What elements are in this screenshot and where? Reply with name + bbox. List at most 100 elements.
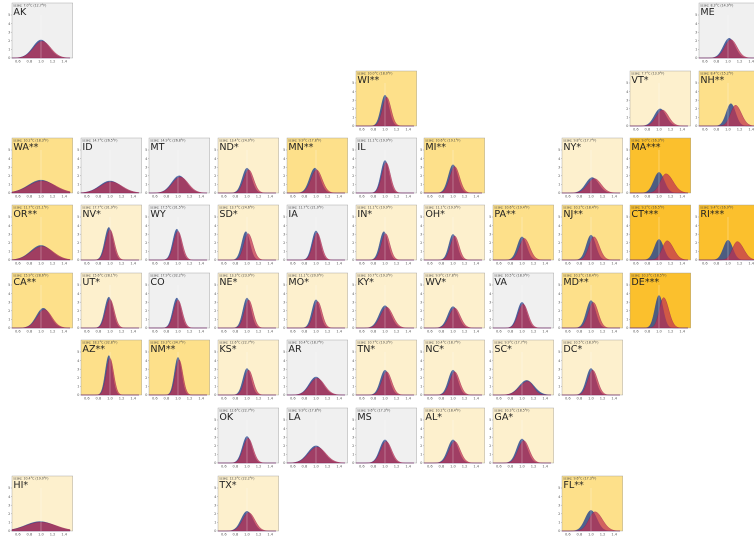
x-tick-label: 1.4 (267, 195, 273, 199)
y-tick-label: 0 (77, 191, 80, 195)
x-tick-label: 1.0 (313, 195, 319, 199)
y-tick-label: 2 (489, 376, 491, 380)
x-tick-label: 0.8 (645, 262, 651, 266)
state-panel-wa: 0 1 2 3 4 5 0.6 0.8 1.0 1.2 1.4 scale: 10.2°C (18.3… (5, 137, 73, 203)
y-tick-label: 5 (283, 283, 285, 287)
state-panel-sc: 0 1 2 3 4 5 0.6 0.8 1.0 1.2 1.4 scale: 9.9°C (17.7°… (486, 339, 554, 405)
y-tick-label: 1 (352, 250, 354, 254)
y-tick-label: 1 (352, 385, 354, 389)
y-tick-label: 0 (8, 56, 11, 60)
y-tick-label: 4 (626, 90, 629, 94)
y-tick-label: 3 (283, 367, 285, 371)
x-tick-label: 0.8 (370, 397, 376, 401)
y-tick-label: 1 (420, 250, 422, 254)
x-tick-label: 0.6 (358, 465, 364, 469)
state-panel-ok: 0 1 2 3 4 5 0.6 0.8 1.0 1.2 1.4 scale: 12.6°C (22.7… (211, 407, 280, 473)
y-tick-label: 1 (77, 318, 79, 322)
state-label: DC* (563, 344, 582, 355)
state-panel-nd: 0 1 2 3 4 5 0.6 0.8 1.0 1.2 1.4 scale: 13.4°C (24.0… (211, 137, 280, 203)
x-tick-label: 0.8 (507, 262, 513, 266)
y-tick-label: 5 (77, 215, 79, 219)
y-tick-label: 0 (352, 461, 355, 465)
y-tick-label: 4 (558, 359, 561, 363)
x-tick-label: 1.2 (325, 262, 331, 266)
y-tick-label: 5 (283, 350, 285, 354)
x-tick-label: 1.0 (38, 195, 44, 199)
x-tick-label: 0.6 (633, 128, 639, 132)
state-chart-nv: 0 1 2 3 4 5 0.6 0.8 1.0 1.2 1.4 scale: 17.7°C (31.9… (77, 204, 142, 266)
y-tick-label: 2 (352, 174, 354, 178)
x-tick-label: 0.8 (576, 262, 582, 266)
y-tick-label: 1 (146, 385, 148, 389)
x-tick-label: 0.8 (714, 262, 720, 266)
x-tick-label: 1.2 (393, 397, 399, 401)
x-tick-label: 1.2 (599, 397, 605, 401)
state-panel-mo: 0 1 2 3 4 5 0.6 0.8 1.0 1.2 1.4 scale: 11.1°C (20.0… (280, 272, 348, 338)
x-tick-label: 0.8 (507, 465, 513, 469)
x-tick-label: 0.8 (645, 195, 651, 199)
state-chart-al: 0 1 2 3 4 5 0.6 0.8 1.0 1.2 1.4 scale: 10.2°C (18.4… (420, 407, 486, 469)
y-tick-label: 3 (626, 98, 628, 102)
state-panel-ca: 0 1 2 3 4 5 0.6 0.8 1.0 1.2 1.4 scale: 15.9°C (28.6… (5, 272, 73, 338)
x-tick-label: 0.6 (565, 330, 571, 334)
state-chart-ne: 0 1 2 3 4 5 0.6 0.8 1.0 1.2 1.4 scale: 13.3°C (23.9… (214, 272, 280, 334)
x-tick-label: 1.0 (450, 397, 456, 401)
x-tick-label: 1.0 (107, 262, 113, 266)
scale-label: scale: 10.3°C (18.5°F) (632, 273, 667, 277)
state-label: UT* (82, 277, 100, 288)
state-panel-ks: 0 1 2 3 4 5 0.6 0.8 1.0 1.2 1.4 scale: 12.6°C (22.7… (211, 339, 280, 405)
state-panel-ma: 0 1 2 3 4 5 0.6 0.8 1.0 1.2 1.4 scale: 9.0°C (16.3°… (623, 137, 692, 203)
x-tick-label: 0.6 (565, 397, 571, 401)
y-tick-label: 4 (214, 292, 217, 296)
x-tick-label: 1.0 (450, 262, 456, 266)
y-tick-label: 4 (352, 157, 355, 161)
state-panel-ia: 0 1 2 3 4 5 0.6 0.8 1.0 1.2 1.4 scale: 11.7°C (21.0… (280, 204, 348, 270)
y-tick-label: 4 (77, 157, 80, 161)
y-tick-label: 2 (146, 241, 148, 245)
x-tick-label: 1.2 (50, 195, 56, 199)
x-tick-label: 1.4 (405, 465, 411, 469)
y-tick-label: 4 (352, 224, 355, 228)
y-tick-label: 1 (352, 116, 354, 120)
x-tick-label: 1.4 (199, 397, 205, 401)
density-second (630, 173, 689, 194)
state-chart-oh: 0 1 2 3 4 5 0.6 0.8 1.0 1.2 1.4 scale: 11.1°C (19.9… (420, 204, 486, 266)
y-tick-label: 2 (8, 512, 10, 516)
scale-label: scale: 10.2°C (18.4°F) (425, 408, 460, 412)
y-tick-label: 2 (420, 309, 422, 313)
y-tick-label: 5 (352, 350, 354, 354)
x-tick-label: 0.6 (84, 262, 90, 266)
y-tick-label: 5 (283, 148, 285, 152)
y-tick-label: 4 (8, 224, 11, 228)
y-tick-label: 4 (8, 157, 11, 161)
y-tick-label: 1 (489, 453, 491, 457)
y-tick-label: 4 (146, 157, 149, 161)
x-tick-label: 0.6 (427, 465, 433, 469)
y-tick-label: 1 (8, 318, 10, 322)
y-tick-label: 3 (214, 503, 216, 507)
x-tick-label: 1.4 (61, 330, 67, 334)
scale-label: scale: 12.6°C (22.7°F) (219, 340, 254, 344)
y-tick-label: 0 (214, 326, 217, 330)
x-tick-label: 1.0 (656, 330, 662, 334)
state-chart-ut: 0 1 2 3 4 5 0.6 0.8 1.0 1.2 1.4 scale: 15.6°C (28.1… (77, 272, 142, 334)
x-tick-label: 0.8 (233, 330, 239, 334)
scale-label: scale: 10.4°C (18.7°F) (288, 340, 323, 344)
y-tick-label: 0 (146, 393, 149, 397)
x-tick-label: 1.4 (267, 397, 273, 401)
x-tick-label: 0.6 (427, 195, 433, 199)
scale-label: scale: 7.7°C (13.9°F) (632, 71, 665, 75)
scale-label: scale: 13.4°C (24.0°F) (219, 138, 254, 142)
x-tick-label: 0.8 (439, 262, 445, 266)
x-tick-label: 1.2 (256, 195, 262, 199)
scale-label: scale: 10.5°C (18.9°F) (494, 273, 529, 277)
y-tick-label: 2 (146, 376, 148, 380)
y-tick-label: 3 (352, 367, 354, 371)
x-tick-label: 1.2 (393, 128, 399, 132)
state-chart-me: 0 1 2 3 4 5 0.6 0.8 1.0 1.2 1.4 scale: 8.3°C (14.9°… (695, 2, 754, 64)
y-tick-label: 2 (214, 376, 216, 380)
x-tick-label: 1.2 (256, 465, 262, 469)
x-tick-label: 0.8 (370, 262, 376, 266)
x-tick-label: 1.0 (519, 465, 525, 469)
y-tick-label: 2 (626, 241, 628, 245)
